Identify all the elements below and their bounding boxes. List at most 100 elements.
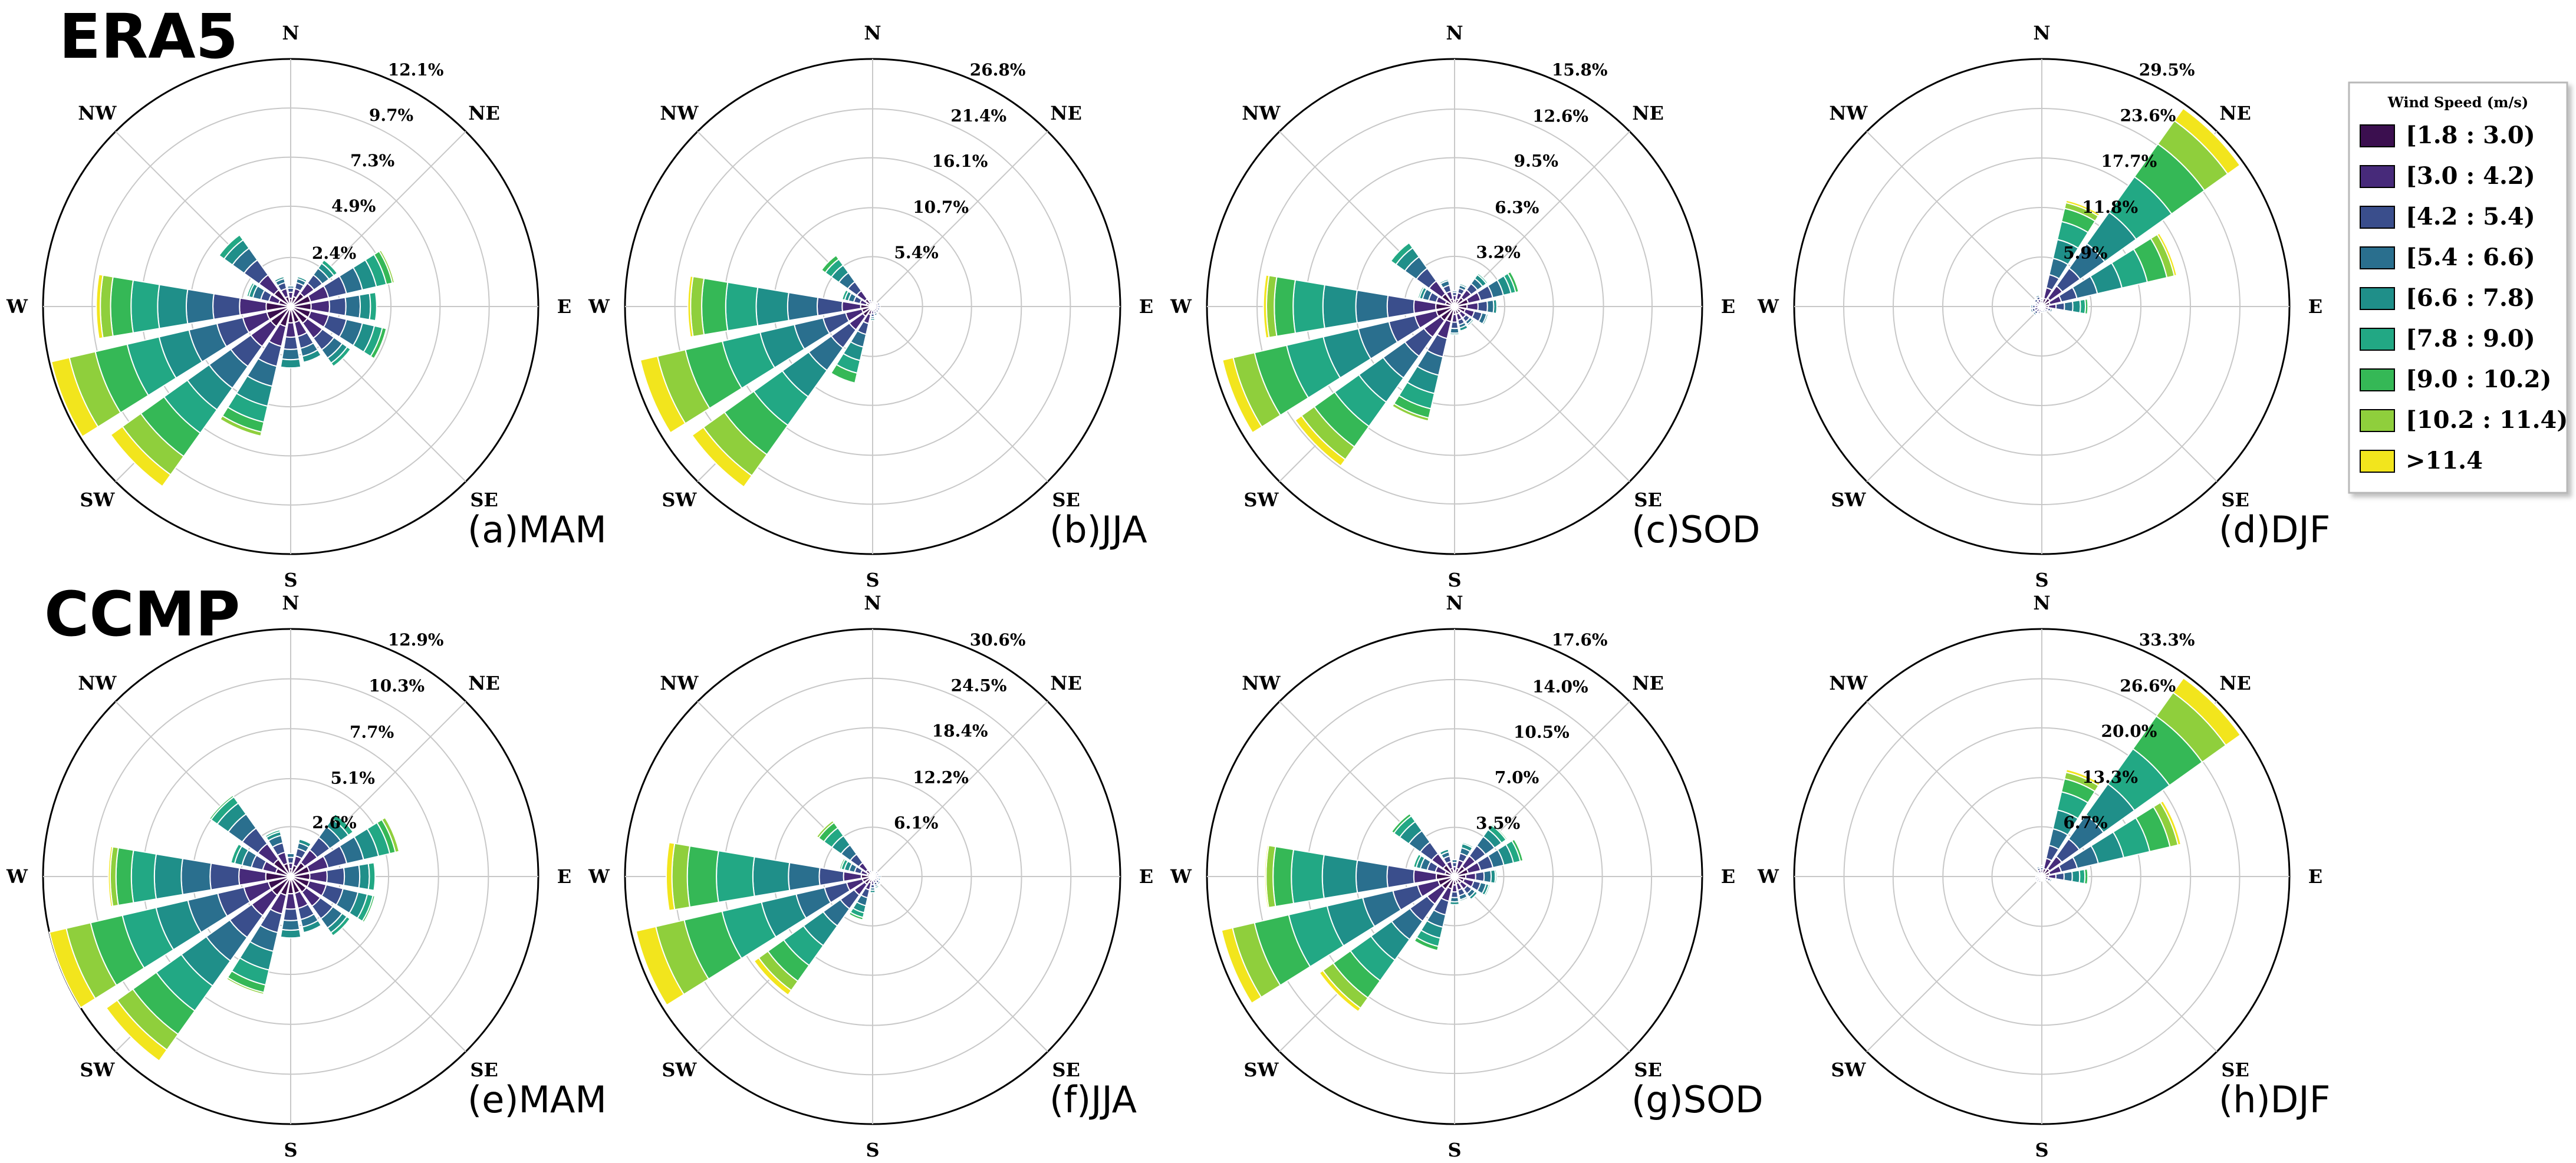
windrose-panel-8: 6.7% 13.3% 20.0% 26.6% 33.3% N NE E SE S SW W NW (h)D…: [1757, 592, 2330, 1161]
direction-label: N: [2033, 22, 2050, 44]
petal-segment: [1450, 321, 1459, 330]
spoke-line: [1866, 306, 2042, 482]
petal: [639, 306, 873, 434]
petal-segment: [115, 846, 134, 907]
windrose-panel-7: 3.5% 7.0% 10.5% 14.0% 17.6% N NE E SE S SW W NW (g)SO…: [1170, 592, 1764, 1161]
petal: [1264, 844, 1455, 909]
petal-segment: [1449, 332, 1460, 335]
petal-segment: [874, 884, 880, 889]
radial-tick-label: 29.5%: [2139, 60, 2195, 80]
petal-segment: [1318, 969, 1362, 1013]
petal-segment: [2065, 768, 2101, 787]
direction-label: SW: [1243, 489, 1279, 511]
direction-label: N: [1446, 592, 1463, 614]
petal-segment: [281, 919, 301, 931]
petal: [687, 275, 873, 338]
petal-segment: [1391, 403, 1430, 422]
petal: [279, 306, 302, 369]
radial-tick-label: 20.0%: [2101, 721, 2157, 741]
petal-segment: [1355, 859, 1389, 894]
petal-segment: [1292, 279, 1325, 334]
petal-segment: [50, 357, 99, 438]
petal: [635, 876, 873, 1006]
petal-segment: [180, 858, 212, 895]
petal: [820, 254, 873, 307]
petal-segment: [2173, 107, 2241, 175]
radial-tick-label: 3.5%: [1476, 813, 1520, 833]
direction-label: SW: [1243, 1059, 1279, 1081]
petal: [2041, 876, 2054, 884]
radial-tick-label: 3.2%: [1476, 242, 1521, 262]
petal-segment: [1459, 282, 1468, 289]
petal: [1262, 274, 1455, 339]
spoke-line: [1866, 701, 2042, 877]
petal-segment: [287, 856, 295, 864]
direction-label: NE: [1632, 672, 1664, 694]
petal-segment: [2034, 877, 2037, 882]
petal-segment: [48, 927, 97, 1009]
petal: [290, 862, 376, 891]
petal-segment: [818, 867, 845, 887]
petal: [230, 843, 291, 877]
petal: [840, 288, 873, 307]
direction-label: NW: [1242, 102, 1281, 124]
petal-segment: [665, 842, 676, 911]
panel-label: (d)DJF: [2219, 508, 2330, 551]
direction-label: S: [2035, 569, 2048, 591]
radial-tick-label: 14.0%: [1532, 677, 1588, 696]
legend-label: [4.2 : 5.4): [2406, 203, 2535, 230]
petal-segment: [873, 312, 879, 317]
panel-label: (f)JJA: [1050, 1078, 1137, 1121]
petal: [2041, 107, 2241, 307]
radial-tick-label: 2.4%: [312, 243, 356, 263]
legend-entry: >11.4: [2360, 447, 2483, 475]
direction-label: SE: [1052, 489, 1080, 511]
petal-segment: [1468, 890, 1479, 901]
petal: [1454, 869, 1498, 884]
petal-segment: [701, 277, 729, 336]
radial-tick-label: 12.2%: [913, 767, 969, 787]
petal-segment: [820, 254, 840, 274]
petal-segment: [2034, 293, 2040, 298]
windrose-panel-4: 5.9% 11.8% 17.7% 23.6% 29.5% N NE E SE S SW W NW (d)D…: [1757, 22, 2330, 591]
petal-segment: [381, 816, 400, 854]
radial-tick-label: 5.1%: [331, 769, 375, 788]
legend-label: [5.4 : 6.6): [2406, 243, 2535, 271]
petal: [1220, 876, 1455, 1004]
petal-segment: [1262, 274, 1270, 339]
direction-label: NW: [1242, 672, 1281, 694]
direction-label: SW: [662, 489, 697, 511]
legend-label: [6.6 : 7.8): [2406, 284, 2535, 312]
petal: [290, 249, 396, 307]
petal: [691, 306, 873, 488]
petal-segment: [1222, 357, 1263, 434]
legend-entry: [10.2 : 11.4): [2360, 406, 2568, 434]
radial-tick-label: 6.7%: [2063, 813, 2107, 832]
petal-segment: [1291, 849, 1325, 904]
petal: [290, 876, 351, 937]
petal: [1454, 823, 1508, 877]
petal: [815, 819, 873, 877]
petal: [1413, 876, 1455, 951]
direction-label: N: [282, 592, 299, 614]
petal-segment: [671, 842, 691, 911]
petal-segment: [2030, 304, 2034, 309]
radial-tick-label: 33.3%: [2139, 630, 2195, 650]
petal-segment: [1321, 854, 1358, 900]
spoke-line: [2041, 876, 2218, 1052]
panel-label: (g)SOD: [1631, 1078, 1764, 1121]
direction-label: NW: [78, 102, 117, 124]
petal: [246, 282, 291, 307]
radial-tick-label: 10.3%: [369, 676, 425, 696]
petal: [279, 876, 302, 939]
petal-segment: [1386, 294, 1415, 319]
direction-label: W: [1170, 865, 1192, 888]
petal: [290, 813, 354, 877]
direction-label: N: [1446, 22, 1463, 44]
radial-tick-label: 21.4%: [950, 106, 1006, 126]
petal-segment: [310, 299, 330, 314]
petal-segment: [686, 845, 719, 908]
spoke-line: [1866, 876, 2042, 1052]
direction-label: NE: [2219, 672, 2251, 694]
petal-segment: [308, 869, 328, 884]
